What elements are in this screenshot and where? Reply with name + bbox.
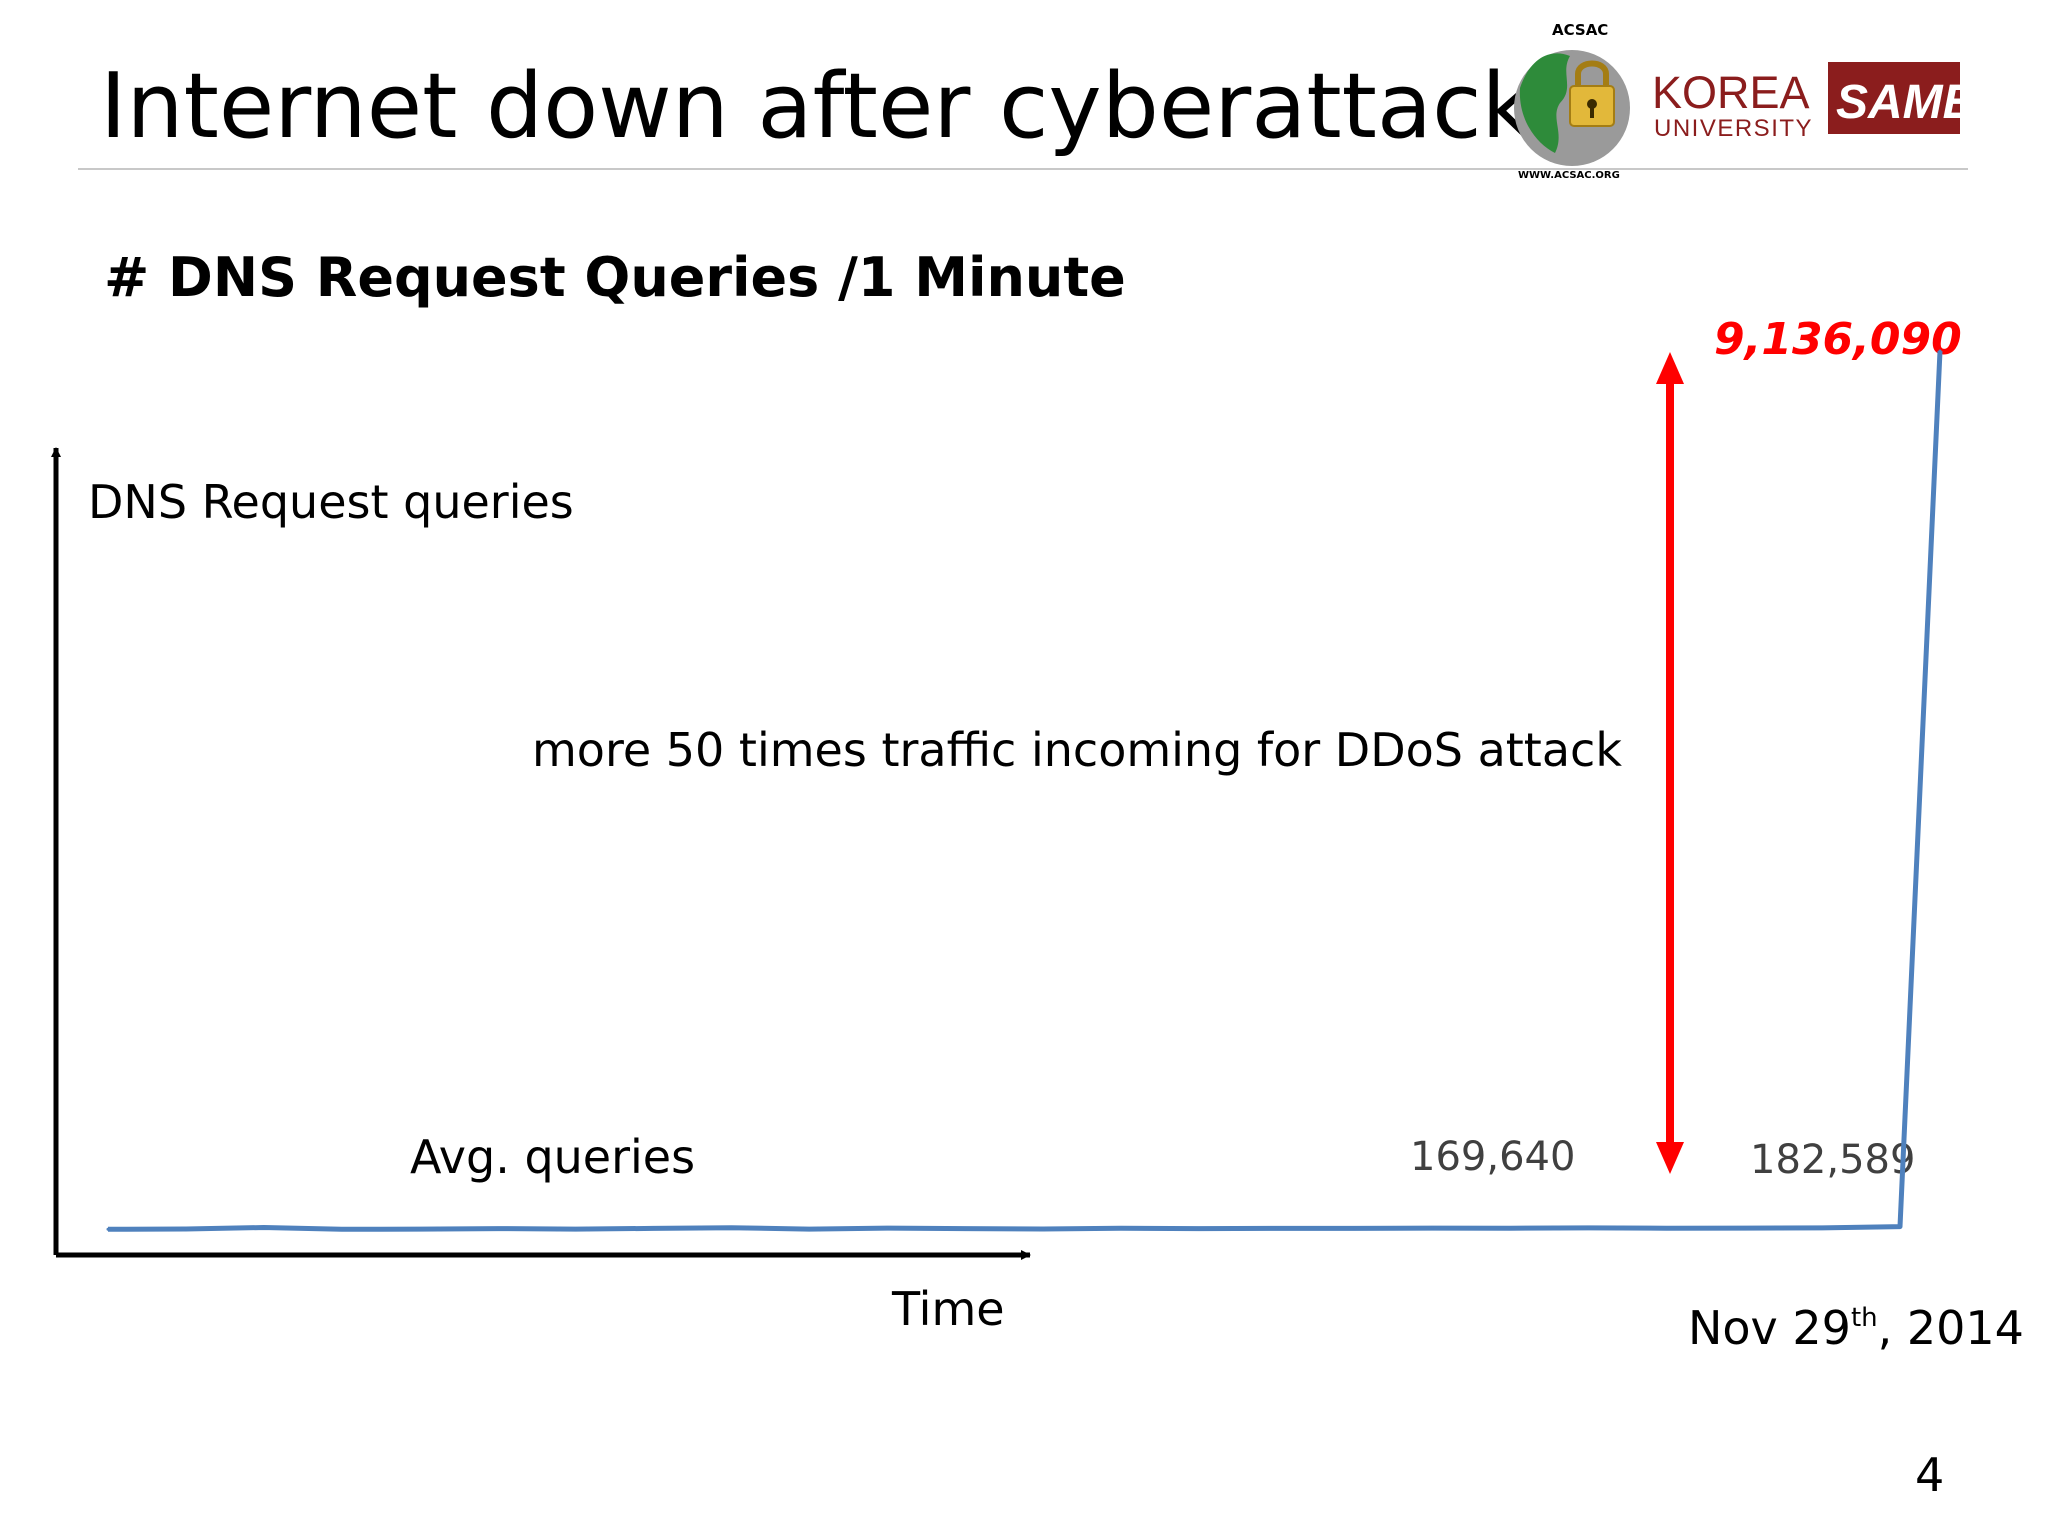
korea-university-logo: KOREA UNIVERSITY — [1652, 67, 1813, 142]
data-point-9 — [807, 1227, 811, 1231]
baseline-label: Avg. queries — [410, 1130, 695, 1184]
data-point-22 — [1820, 1226, 1824, 1230]
x-axis-label: Time — [891, 1282, 1005, 1336]
data-point-10 — [885, 1226, 889, 1230]
data-point-8 — [729, 1226, 733, 1230]
acsac-url: WWW.ACSAC.ORG — [1518, 170, 1620, 181]
data-label-2: 182,589 — [1750, 1137, 1915, 1183]
data-point-19 — [1586, 1226, 1590, 1230]
data-point-6 — [574, 1227, 577, 1231]
data-point-2 — [262, 1226, 266, 1229]
increase-arrow — [1656, 352, 1684, 1174]
data-point-18 — [1508, 1226, 1512, 1230]
data-point-17 — [1431, 1226, 1434, 1230]
y-axis-label: DNS Request queries — [88, 475, 574, 529]
acsac-logo: ACSAC WWW.ACSAC.ORG — [1514, 21, 1630, 181]
chart-title: # DNS Request Queries /1 Minute — [104, 246, 1126, 309]
data-point-16 — [1353, 1226, 1357, 1230]
data-point-14 — [1197, 1227, 1201, 1231]
logos-svg: ACSAC WWW.ACSAC.ORG KOREA UNIVERSITY SAM… — [1514, 21, 1977, 181]
data-point-12 — [1041, 1227, 1045, 1231]
data-point-23 — [1898, 1225, 1902, 1229]
increase-arrow-head-up — [1656, 352, 1684, 384]
data-point-11 — [963, 1227, 967, 1231]
logo-group: ACSAC WWW.ACSAC.ORG KOREA UNIVERSITY SAM… — [1490, 18, 1977, 188]
data-point-20 — [1664, 1226, 1668, 1230]
data-label-1: 169,640 — [1410, 1134, 1575, 1180]
slide-title: Internet down after cyberattack — [100, 54, 1534, 159]
date-label: Nov 29th, 2014 — [1688, 1301, 2024, 1355]
series-layer — [106, 349, 1943, 1232]
data-point-4 — [418, 1227, 422, 1231]
data-point-7 — [651, 1226, 655, 1230]
same-logo: SAME — [1828, 62, 1977, 134]
data-point-1 — [184, 1227, 188, 1231]
university-text: UNIVERSITY — [1654, 115, 1813, 142]
same-text: SAME — [1836, 76, 1970, 129]
title-divider — [78, 168, 1968, 170]
page-number: 4 — [1915, 1448, 1945, 1502]
data-point-13 — [1119, 1226, 1123, 1230]
data-point-24 — [1938, 349, 1942, 353]
korea-text: KOREA — [1652, 67, 1810, 118]
data-point-5 — [496, 1227, 500, 1231]
peak-value-label: 9,136,090 — [1714, 314, 1962, 365]
data-point-15 — [1275, 1226, 1279, 1230]
data-point-3 — [340, 1227, 344, 1231]
attack-annotation: more 50 times traffic incoming for DDoS … — [532, 723, 1622, 777]
increase-arrow-head-down — [1656, 1142, 1684, 1174]
data-point-21 — [1742, 1226, 1746, 1230]
acsac-text: ACSAC — [1552, 21, 1608, 39]
data-point-0 — [106, 1227, 110, 1231]
